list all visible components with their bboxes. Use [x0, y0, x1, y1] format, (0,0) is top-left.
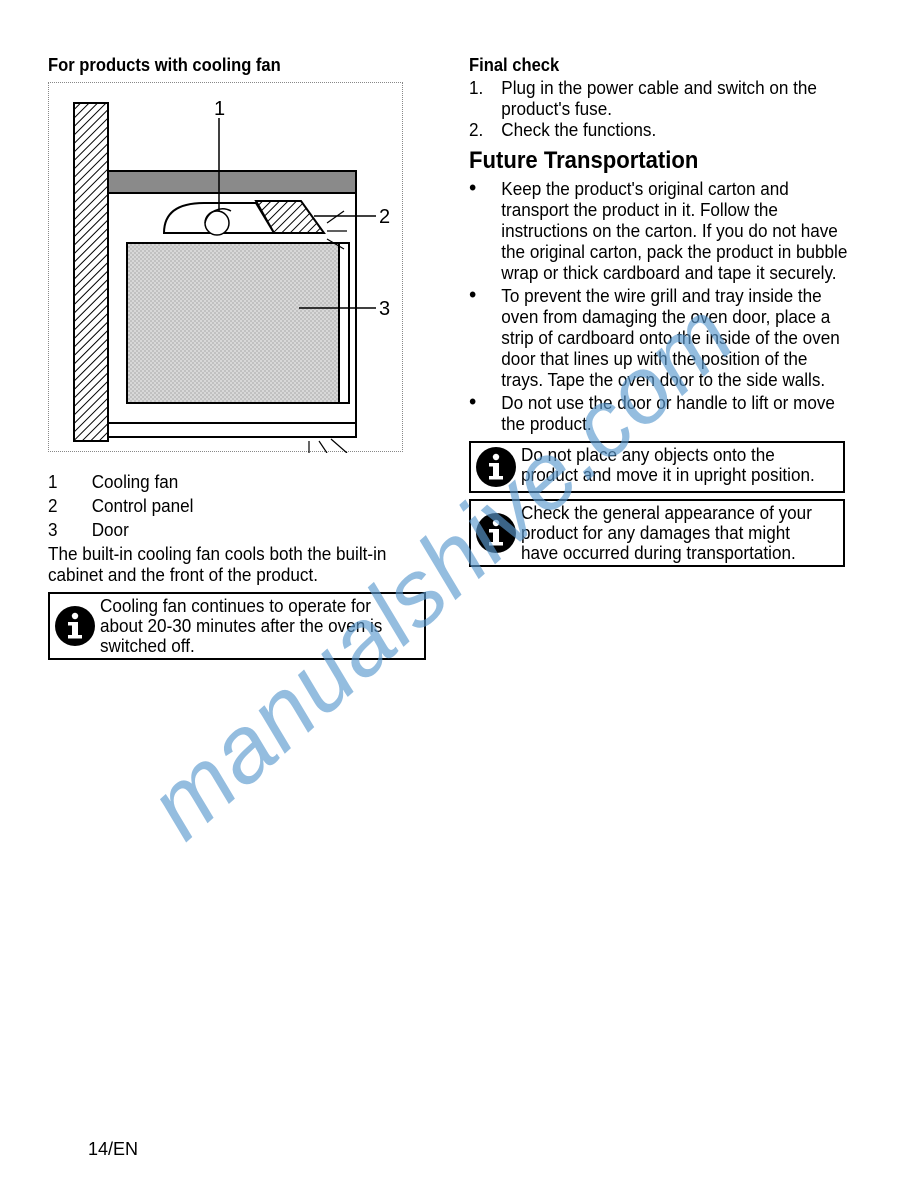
bullet-icon: • — [469, 179, 501, 284]
legend-row: 2 Control panel — [48, 494, 429, 518]
future-transportation-heading: Future Transportation — [469, 147, 838, 175]
diagram-svg: 1 2 3 — [49, 83, 404, 453]
info-text: Do not place any objects onto the produc… — [521, 443, 827, 491]
info-text: Check the general appearance of your pro… — [521, 501, 827, 565]
page-number: 14/EN — [88, 1139, 138, 1160]
legend-row: 3 Door — [48, 518, 429, 542]
list-text: Do not use the door or handle to lift or… — [501, 393, 850, 435]
legend-num: 3 — [48, 518, 92, 542]
left-paragraph: The built-in cooling fan cools both the … — [48, 544, 429, 586]
legend: 1 Cooling fan 2 Control panel 3 Door — [48, 470, 449, 542]
legend-num: 1 — [48, 470, 92, 494]
diagram-label-2: 2 — [379, 206, 390, 228]
left-heading: For products with cooling fan — [48, 55, 417, 76]
legend-row: 1 Cooling fan — [48, 470, 429, 494]
ol-number: 2. — [469, 120, 501, 141]
list-item: 1. Plug in the power cable and switch on… — [469, 78, 850, 120]
info-icon — [471, 501, 521, 565]
info-box-upright: Do not place any objects onto the produc… — [469, 441, 845, 493]
list-text: Plug in the power cable and switch on th… — [501, 78, 850, 120]
list-text: Check the functions. — [501, 120, 656, 141]
info-box-check-damage: Check the general appearance of your pro… — [469, 499, 845, 567]
right-column: Final check 1. Plug in the power cable a… — [469, 55, 870, 666]
list-text: To prevent the wire grill and tray insid… — [501, 286, 850, 391]
info-text: Cooling fan continues to operate for abo… — [100, 594, 408, 658]
final-check-heading: Final check — [469, 55, 838, 76]
legend-text: Door — [92, 518, 129, 542]
bullet-icon: • — [469, 286, 501, 391]
legend-text: Control panel — [92, 494, 194, 518]
info-icon — [471, 443, 521, 491]
info-box-cooling-fan: Cooling fan continues to operate for abo… — [48, 592, 426, 660]
future-transportation-list: • Keep the product's original carton and… — [469, 179, 870, 435]
info-icon — [50, 594, 100, 658]
list-item: • Keep the product's original carton and… — [469, 179, 850, 284]
ol-number: 1. — [469, 78, 501, 120]
list-item: • To prevent the wire grill and tray ins… — [469, 286, 850, 391]
diagram-label-1: 1 — [214, 98, 225, 120]
list-item: 2. Check the functions. — [469, 120, 850, 141]
diagram-label-3: 3 — [379, 298, 390, 320]
left-column: For products with cooling fan — [48, 55, 449, 666]
final-check-list: 1. Plug in the power cable and switch on… — [469, 78, 870, 141]
cooling-fan-diagram: 1 2 3 — [48, 82, 403, 452]
legend-text: Cooling fan — [92, 470, 179, 494]
bullet-icon: • — [469, 393, 501, 435]
list-text: Keep the product's original carton and t… — [501, 179, 850, 284]
legend-num: 2 — [48, 494, 92, 518]
page-content: For products with cooling fan — [48, 55, 870, 666]
list-item: • Do not use the door or handle to lift … — [469, 393, 850, 435]
